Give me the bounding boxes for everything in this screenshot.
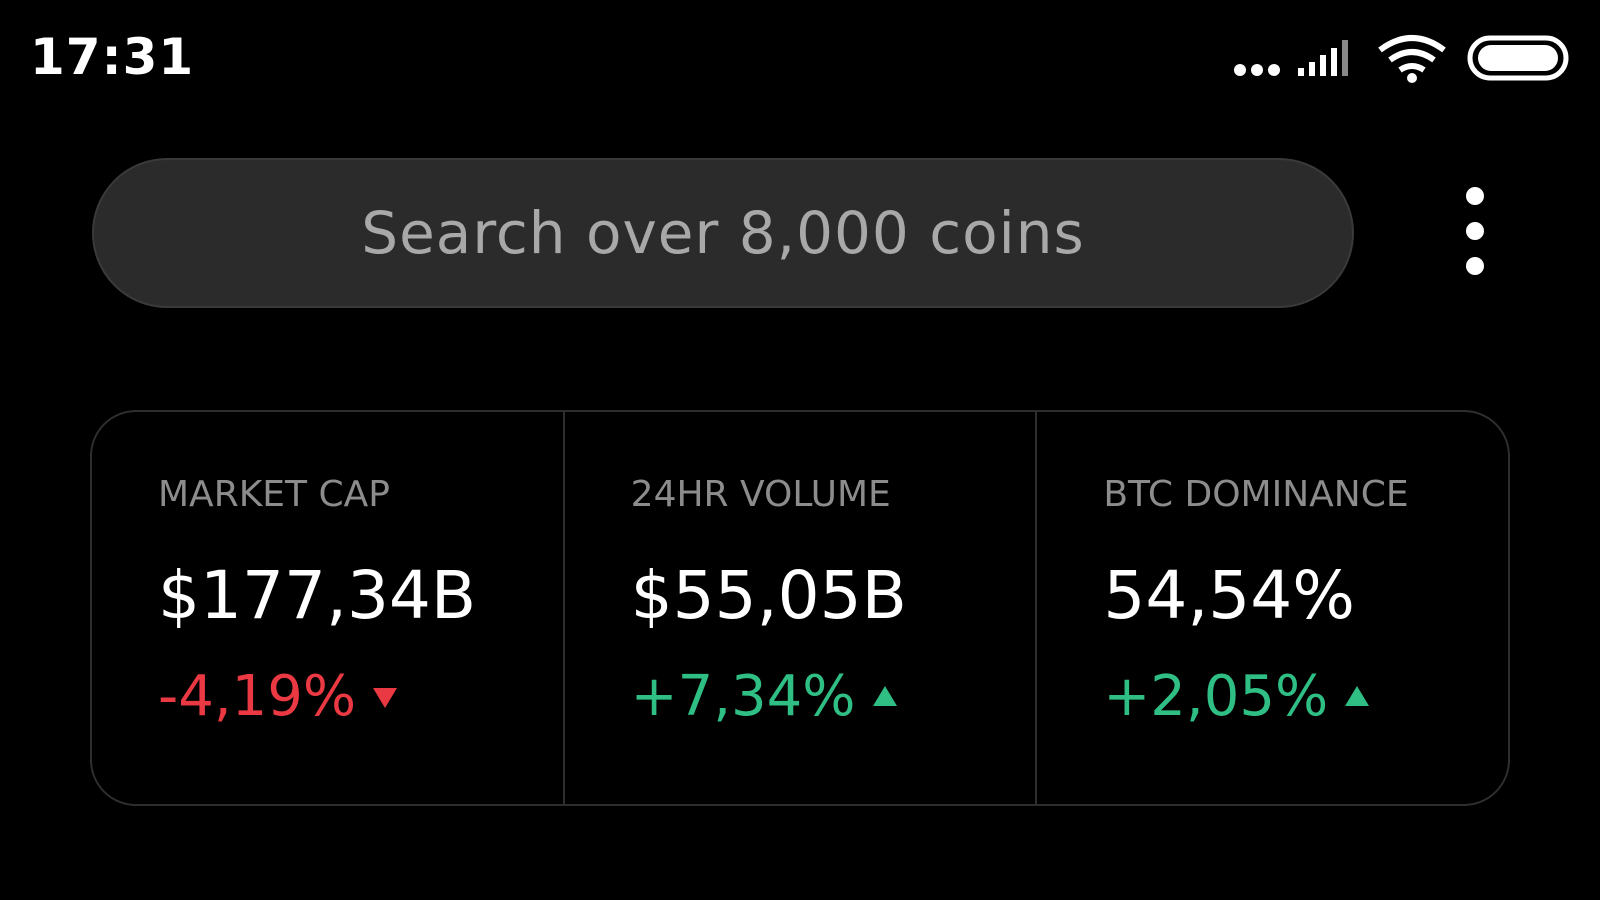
status-time: 17:31 (30, 28, 195, 86)
stat-change-row: +7,34% (631, 664, 1036, 729)
arrow-up (1345, 685, 1370, 706)
stat-label: MARKET CAP (158, 474, 390, 515)
stat-value: 54,54% (1103, 557, 1356, 634)
search-bar[interactable]: Search over 8,000 coins (92, 158, 1354, 308)
stat-label: 24HR VOLUME (630, 474, 891, 515)
stat-change: +2,05% (1103, 664, 1329, 729)
stat-cell: BTC DOMINANCE 54,54% +2,05% (1035, 412, 1508, 804)
stats-card: MARKET CAP $177,34B -4,19% 24HR VOLUME $… (90, 410, 1510, 806)
stat-change: -4,19% (158, 664, 357, 729)
stat-value: $177,34B (158, 557, 477, 634)
stat-change-row: +2,05% (1103, 664, 1508, 729)
stat-value: $55,05B (630, 557, 907, 634)
stat-cell: MARKET CAP $177,34B -4,19% (92, 412, 563, 804)
status-icons (1234, 35, 1569, 83)
arrow-up (872, 685, 897, 706)
stat-label: BTC DOMINANCE (1103, 474, 1409, 515)
stat-change-row: -4,19% (158, 664, 563, 729)
arrow-down (373, 687, 398, 708)
search-placeholder: Search over 8,000 coins (361, 199, 1085, 267)
menu-button[interactable] (1460, 180, 1490, 280)
stat-cell: 24HR VOLUME $55,05B +7,34% (562, 412, 1036, 804)
stat-change: +7,34% (630, 664, 856, 729)
